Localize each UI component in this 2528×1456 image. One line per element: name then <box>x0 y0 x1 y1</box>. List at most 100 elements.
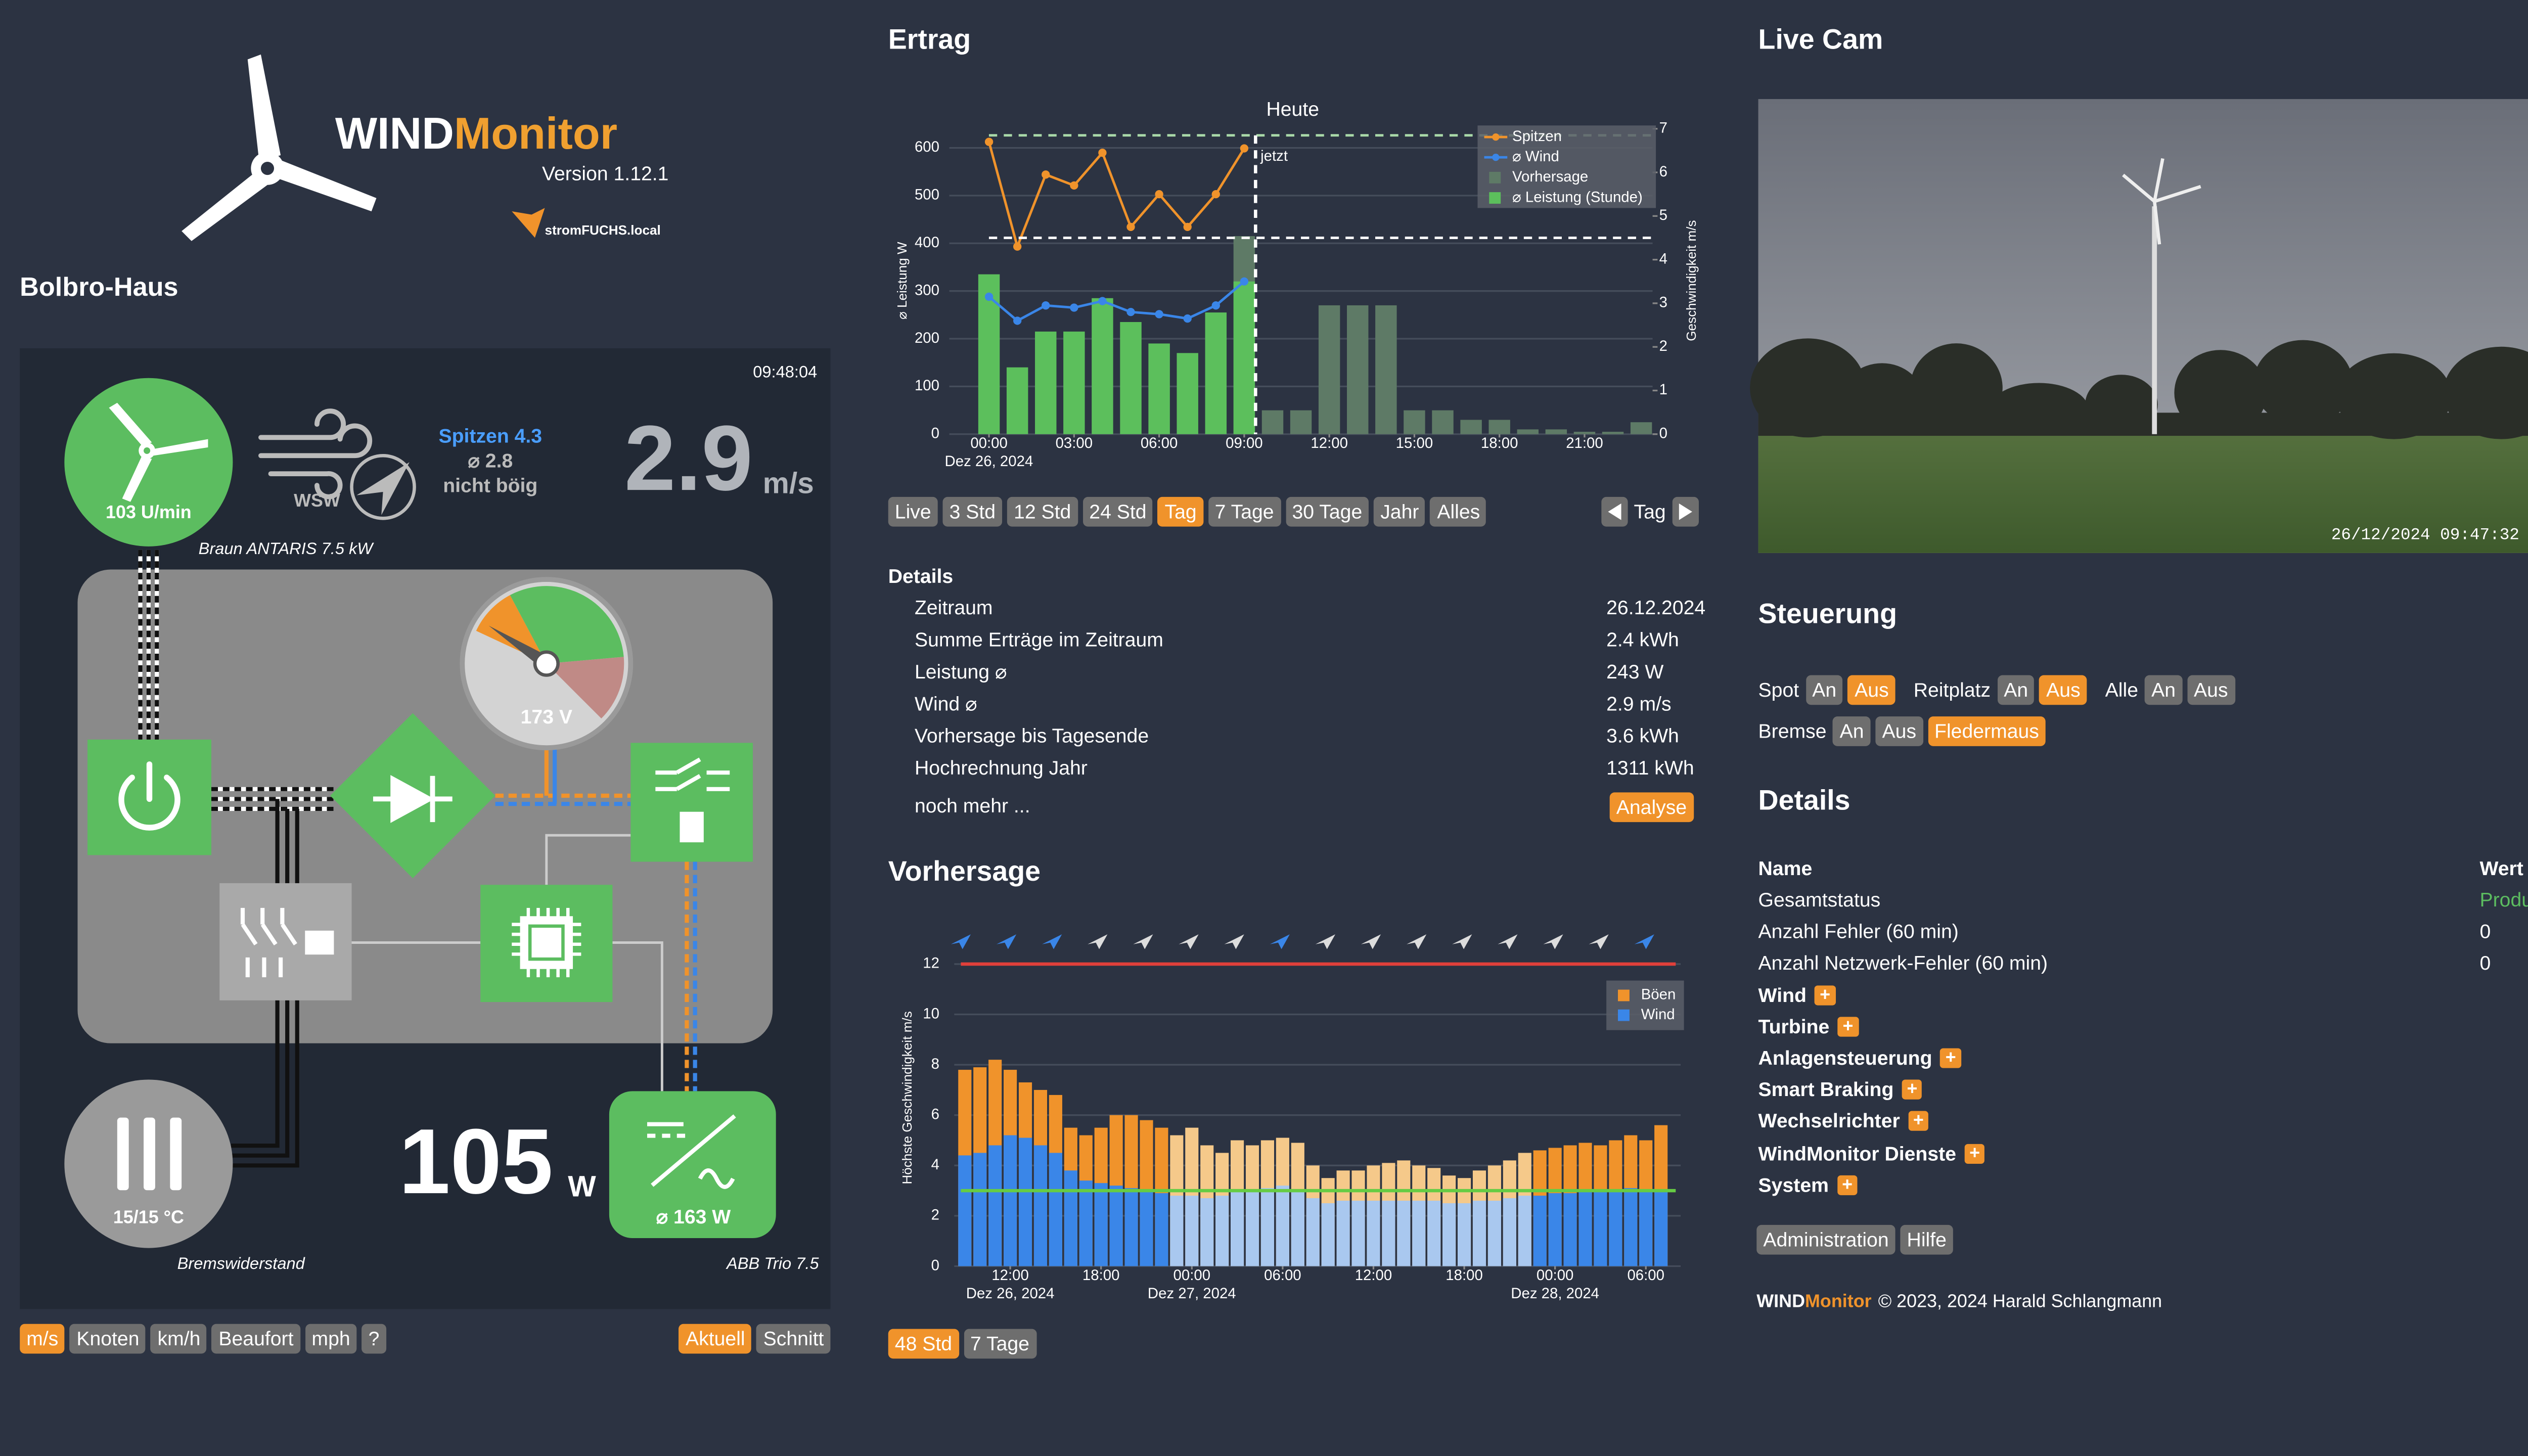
button[interactable]: Aus <box>2040 675 2087 705</box>
day-nav: Tag <box>1601 496 1699 527</box>
bar <box>1215 1196 1229 1266</box>
bar <box>1487 1201 1501 1266</box>
bar <box>1245 1191 1259 1266</box>
y-tick-label: 100 <box>915 377 939 394</box>
button[interactable]: An <box>2145 675 2183 705</box>
direction-icon <box>1179 934 1199 949</box>
expand-button[interactable]: + <box>1902 1080 1923 1100</box>
detail-value: 1311 kWh <box>1606 757 1694 779</box>
x-tick-label: 00:00 <box>970 435 1008 451</box>
bar <box>1205 312 1227 434</box>
button[interactable]: An <box>1805 675 1843 705</box>
brake-resistor-label: Bremswiderstand <box>177 1254 306 1272</box>
section-label: Wechselrichter <box>1758 1110 1900 1133</box>
button[interactable]: Schnitt <box>756 1324 831 1354</box>
y2-tick-label: 4 <box>1659 250 1667 267</box>
bar <box>1594 1191 1607 1266</box>
y-axis-label: Höchste Geschwindigkeit m/s <box>899 1011 915 1184</box>
expand-button[interactable]: + <box>1837 1174 1858 1195</box>
bar <box>1155 1193 1168 1266</box>
button[interactable]: Aktuell <box>679 1324 752 1354</box>
button[interactable]: Aus <box>2187 675 2235 705</box>
button[interactable]: mph <box>305 1324 357 1354</box>
bar <box>1548 1193 1562 1266</box>
bar <box>1200 1198 1214 1266</box>
button[interactable]: Beaufort <box>212 1324 300 1354</box>
button[interactable]: Knoten <box>70 1324 146 1354</box>
detail-section: Turbine + <box>1758 1015 1859 1038</box>
direction-icon <box>1270 934 1290 949</box>
button[interactable]: Aus <box>1875 716 1923 746</box>
bar <box>1109 1186 1123 1266</box>
x-tick-label: 18:00 <box>1082 1267 1120 1284</box>
button[interactable]: km/h <box>151 1324 207 1354</box>
bar <box>1578 1191 1592 1266</box>
direction-icon <box>996 934 1017 949</box>
nav-button[interactable] <box>1672 496 1699 527</box>
button[interactable]: 24 Std <box>1082 496 1153 527</box>
direction-icon <box>1543 934 1563 949</box>
button[interactable]: Tag <box>1158 496 1203 527</box>
button[interactable]: 30 Tage <box>1285 496 1369 527</box>
button[interactable]: ? <box>362 1324 386 1354</box>
button[interactable]: Live <box>888 496 938 527</box>
bar <box>1382 1201 1395 1266</box>
marker <box>1183 314 1192 323</box>
button[interactable]: 3 Std <box>942 496 1003 527</box>
button[interactable]: Alles <box>1430 496 1487 527</box>
expand-button[interactable]: + <box>1815 985 1835 1006</box>
button[interactable]: Administration <box>1756 1224 1895 1255</box>
button[interactable]: Hilfe <box>1900 1224 1954 1255</box>
section-label: Smart Braking <box>1758 1078 1894 1102</box>
bar <box>1573 432 1596 434</box>
expand-button[interactable]: + <box>1940 1049 1961 1069</box>
footer-copyright: © 2023, 2024 Harald Schlangmann <box>1878 1291 2162 1311</box>
details-title: Details <box>888 566 953 587</box>
unit-buttons: m/s Knoten km/h Beaufort mph? <box>20 1324 386 1354</box>
button[interactable]: Fledermaus <box>1927 716 2046 746</box>
section-title: Ertrag <box>888 23 971 55</box>
expand-button[interactable]: + <box>1964 1143 1985 1163</box>
bar <box>1063 331 1085 434</box>
y-tick-label: 12 <box>923 955 939 972</box>
button[interactable]: 48 Std <box>888 1329 959 1359</box>
section-label: Wind <box>1758 984 1807 1007</box>
nav-button[interactable] <box>1601 496 1628 527</box>
detail-value: 0 <box>2479 952 2491 974</box>
detail-value: 2.4 kWh <box>1606 629 1679 651</box>
button[interactable]: Analyse <box>1609 792 1694 823</box>
button[interactable]: 12 Std <box>1007 496 1078 527</box>
bar <box>1140 1191 1153 1266</box>
bar <box>1457 1203 1471 1266</box>
button[interactable]: Jahr <box>1374 496 1426 527</box>
bar <box>1035 331 1057 434</box>
expand-button[interactable]: + <box>1837 1017 1859 1037</box>
y-tick-label: 0 <box>931 425 939 442</box>
button[interactable]: An <box>1997 675 2035 705</box>
button[interactable]: An <box>1833 716 1871 746</box>
camera-image <box>1750 99 2528 553</box>
button[interactable]: Aus <box>1848 675 1895 705</box>
bar <box>1630 422 1652 434</box>
expand-button[interactable]: + <box>1908 1111 1929 1132</box>
control-label: Bremse <box>1758 719 1827 743</box>
bar <box>1004 1135 1017 1266</box>
bar <box>958 1155 972 1266</box>
legend-label: Böen <box>1641 986 1676 1003</box>
y2-tick-label: 3 <box>1659 294 1667 311</box>
y-tick-label: 6 <box>931 1106 939 1122</box>
y-tick-label: 2 <box>931 1207 939 1223</box>
button[interactable]: m/s <box>20 1324 65 1354</box>
marker <box>1155 190 1163 199</box>
button[interactable]: 7 Tage <box>1208 496 1281 527</box>
direction-icon <box>1634 934 1654 949</box>
gauge-red <box>546 657 624 719</box>
x-date-label: Dez 28, 2024 <box>1511 1285 1599 1302</box>
y-tick-label: 200 <box>915 330 939 346</box>
bar <box>1533 1196 1547 1266</box>
x-date-label: Dez 26, 2024 <box>945 453 1033 470</box>
admin-buttons: Administration Hilfe <box>1756 1224 1954 1255</box>
button[interactable]: 7 Tage <box>963 1329 1036 1359</box>
x-tick-label: 09:00 <box>1226 435 1263 451</box>
